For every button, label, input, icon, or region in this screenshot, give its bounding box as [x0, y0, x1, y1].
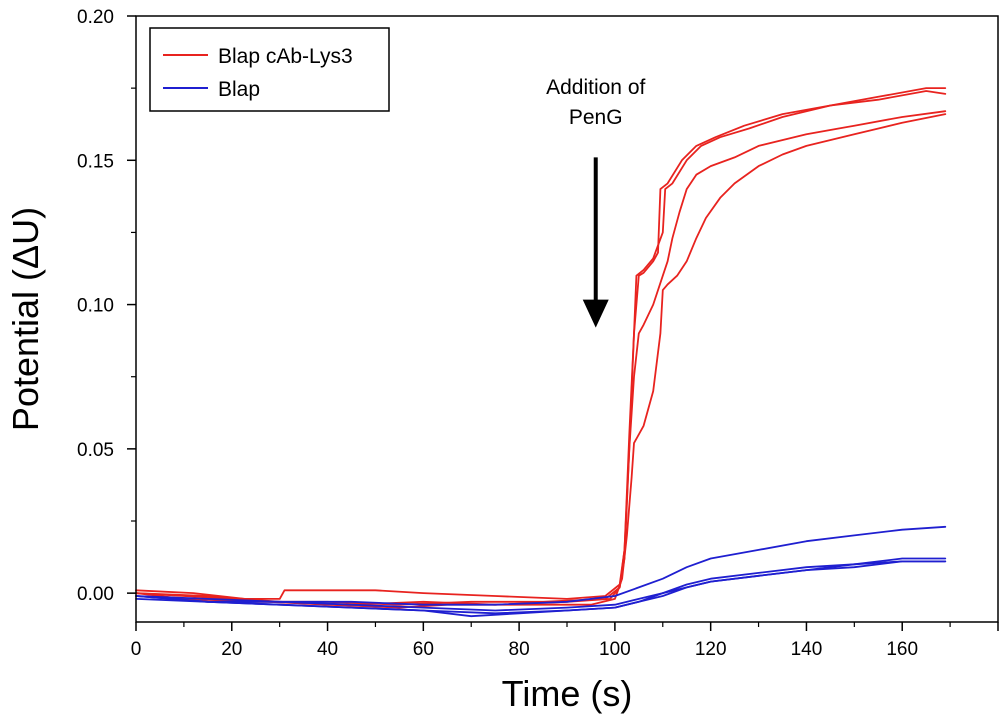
series-line-blap-cab-lys3-2 [135, 110, 947, 606]
x-tick-label: 60 [413, 639, 434, 660]
series-line-blap-cab-lys3-3 [135, 113, 947, 609]
down-arrow-icon [582, 299, 609, 328]
y-tick-label: 0.20 [77, 7, 114, 28]
y-axis-title: Potential (ΔU) [5, 207, 46, 431]
y-tick-label: 0.00 [77, 584, 114, 605]
series-line-blap-4 [135, 525, 947, 606]
x-tick-label: 20 [221, 639, 242, 660]
legend-box [149, 27, 390, 112]
y-tick-label: 0.05 [77, 440, 114, 461]
x-tick-label: 40 [317, 639, 338, 660]
series-line-blap-5 [135, 557, 947, 612]
y-tick-label: 0.15 [77, 151, 114, 172]
legend-label-blap: Blap [218, 78, 260, 101]
x-tick-label: 0 [131, 639, 142, 660]
x-axis: 0 20 40 60 80 100 120 140 160 [131, 622, 999, 660]
series-layer [135, 87, 947, 618]
series-line-blap-7 [135, 560, 947, 618]
series-line-blap-cab-lys3-0 [135, 87, 947, 600]
series-line-blap-cab-lys3-1 [135, 90, 947, 606]
x-tick-label: 140 [791, 639, 823, 660]
x-tick-label: 120 [695, 639, 727, 660]
x-tick-label: 80 [509, 639, 530, 660]
y-axis: 0.00 0.05 0.10 0.15 0.20 [77, 7, 136, 605]
annotation-addition-of-peng: Addition of PenG [546, 76, 646, 328]
x-axis-title: Time (s) [502, 673, 633, 714]
annotation-text-line-2: PenG [569, 106, 623, 129]
legend: Blap cAb-Lys3 Blap [149, 27, 390, 112]
x-tick-label: 160 [886, 639, 918, 660]
annotation-text-line-1: Addition of [546, 76, 645, 99]
y-tick-label: 0.10 [77, 296, 114, 317]
legend-label-blap-cab-lys3: Blap cAb-Lys3 [218, 45, 353, 68]
x-tick-label: 100 [599, 639, 631, 660]
